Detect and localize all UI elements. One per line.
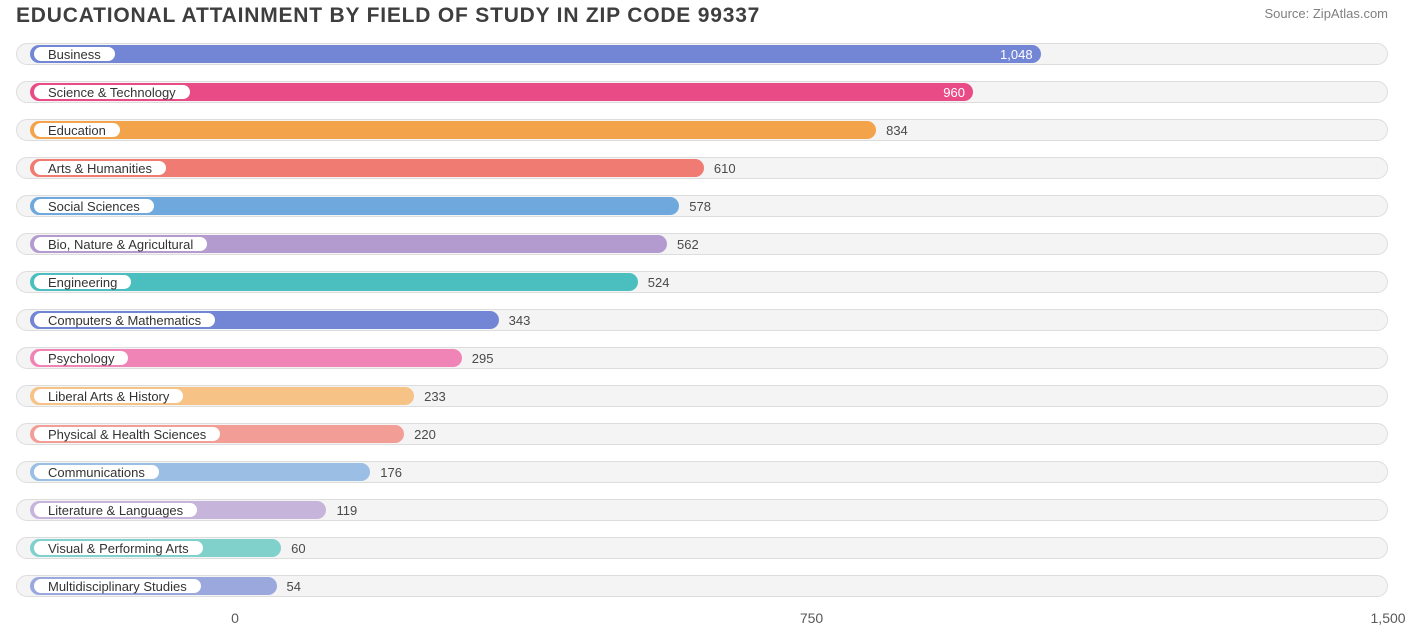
axis-tick: 750 (800, 610, 823, 626)
bar-row: Visual & Performing Arts 60 (16, 530, 1390, 566)
bar-value: 119 (336, 501, 357, 519)
bar-row: Science & Technology 960 (16, 74, 1390, 110)
bar-value: 295 (472, 349, 494, 367)
bar-row: Business 1,048 (16, 36, 1390, 72)
category-pill: Bio, Nature & Agricultural (32, 235, 209, 253)
axis-tick: 0 (231, 610, 239, 626)
bar-row: Computers & Mathematics 343 (16, 302, 1390, 338)
bar-value: 578 (689, 197, 711, 215)
bar-row: Multidisciplinary Studies 54 (16, 568, 1390, 604)
bar-row: Communications 176 (16, 454, 1390, 490)
bar-row: Social Sciences 578 (16, 188, 1390, 224)
category-pill: Liberal Arts & History (32, 387, 185, 405)
bar-fill (30, 121, 876, 139)
source-attribution: Source: ZipAtlas.com (1264, 6, 1388, 21)
bar-chart: Business 1,048 Science & Technology 960 Educ… (0, 36, 1406, 604)
bar-value: 60 (291, 539, 305, 557)
bar-row: Education 834 (16, 112, 1390, 148)
bar-row: Physical & Health Sciences 220 (16, 416, 1390, 452)
bar-row: Bio, Nature & Agricultural 562 (16, 226, 1390, 262)
category-pill: Visual & Performing Arts (32, 539, 205, 557)
category-pill: Psychology (32, 349, 130, 367)
bar-value: 1,048 (1000, 45, 1033, 63)
bar-value: 562 (677, 235, 699, 253)
bar-value: 220 (414, 425, 436, 443)
category-pill: Engineering (32, 273, 133, 291)
category-pill: Physical & Health Sciences (32, 425, 222, 443)
category-pill: Literature & Languages (32, 501, 199, 519)
category-pill: Science & Technology (32, 83, 192, 101)
bar-fill (30, 45, 1041, 63)
bar-row: Liberal Arts & History 233 (16, 378, 1390, 414)
bar-row: Engineering 524 (16, 264, 1390, 300)
category-pill: Education (32, 121, 122, 139)
bar-value: 233 (424, 387, 446, 405)
bar-value: 834 (886, 121, 908, 139)
bar-row: Literature & Languages 119 (16, 492, 1390, 528)
bar-value: 54 (287, 577, 301, 595)
category-pill: Communications (32, 463, 161, 481)
category-pill: Computers & Mathematics (32, 311, 217, 329)
category-pill: Business (32, 45, 117, 63)
chart-title: EDUCATIONAL ATTAINMENT BY FIELD OF STUDY… (16, 4, 760, 28)
bar-row: Arts & Humanities 610 (16, 150, 1390, 186)
axis-tick: 1,500 (1371, 610, 1406, 626)
bar-value: 343 (509, 311, 531, 329)
bar-row: Psychology 295 (16, 340, 1390, 376)
bar-value: 960 (943, 83, 965, 101)
x-axis: 07501,500 (16, 606, 1390, 634)
category-pill: Arts & Humanities (32, 159, 168, 177)
category-pill: Social Sciences (32, 197, 156, 215)
category-pill: Multidisciplinary Studies (32, 577, 203, 595)
bar-value: 610 (714, 159, 736, 177)
bar-value: 176 (380, 463, 402, 481)
bar-value: 524 (648, 273, 670, 291)
